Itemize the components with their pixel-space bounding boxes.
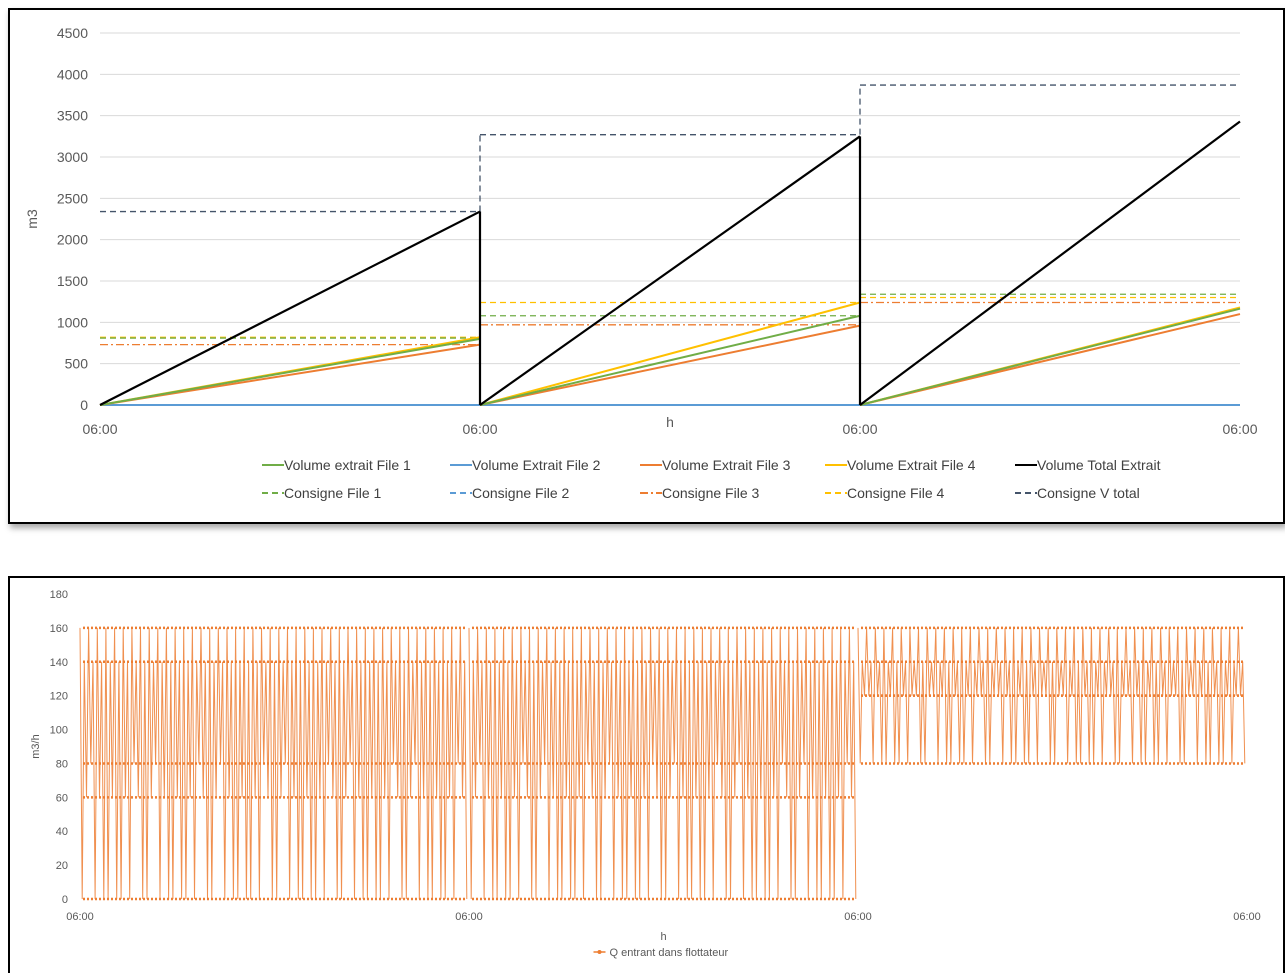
y-axis-label: m3: [24, 209, 40, 229]
y-tick-label: 2000: [57, 232, 88, 248]
x-tick-label: 06:00: [1222, 421, 1257, 437]
chart-volume-frame: 0 500 1000 1500 2000 2500 3000 3500 4000 4500 06:0…: [8, 8, 1285, 524]
y-axis-label: m3/h: [30, 734, 42, 758]
flow-line: [468, 627, 857, 900]
y-tick-label: 60: [56, 792, 68, 804]
legend-entry: Volume Extrait File 4: [847, 457, 976, 473]
series-line: [479, 314, 861, 406]
y-tick-label: 3000: [57, 149, 88, 165]
legend-entry: Consigne File 3: [662, 485, 759, 501]
chart-volume: 0 500 1000 1500 2000 2500 3000 3500 4000 4500 06:0…: [24, 25, 1258, 501]
y-tick-label: 2500: [57, 190, 88, 206]
chart-flow: 0 20 40 60 80 100 120 140 160 180 06:00 06:00 06:00 0…: [30, 589, 1261, 959]
series-line: [859, 120, 1241, 406]
y-tick-label: 3500: [57, 108, 88, 124]
x-tick-label: 06:00: [66, 911, 94, 923]
y-tick-label: 500: [65, 356, 89, 372]
y-tick-label: 4000: [57, 66, 88, 82]
y-tick-label: 0: [62, 894, 68, 906]
series-line: [479, 135, 861, 406]
y-tick-label: 80: [56, 758, 68, 770]
x-tick-label: 06:00: [455, 911, 483, 923]
y-tick-label: 140: [50, 657, 68, 669]
series-line: [859, 307, 1241, 406]
x-tick-label: 06:00: [82, 421, 117, 437]
series-line: [99, 337, 481, 406]
legend-entry: Consigne File 2: [472, 485, 569, 501]
x-tick-label: 06:00: [844, 911, 872, 923]
flow-line: [79, 627, 468, 900]
series-line: [479, 301, 861, 406]
series-line: [479, 324, 861, 406]
legend-entry: Consigne File 1: [284, 485, 381, 501]
chart-flow-frame: 0 20 40 60 80 100 120 140 160 180 06:00 06:00 06:00 0…: [8, 576, 1285, 973]
y-tick-label: 100: [50, 725, 68, 737]
y-tick-label: 180: [50, 589, 68, 601]
y-tick-label: 1500: [57, 273, 88, 289]
x-tick-label: 06:00: [842, 421, 877, 437]
series-line: [99, 210, 481, 406]
legend-entry: Volume Total Extrait: [1037, 457, 1161, 473]
x-axis-label: h: [666, 414, 674, 430]
legend-entry: Consigne V total: [1037, 485, 1140, 501]
legend-entry: Volume Extrait File 3: [662, 457, 791, 473]
x-axis-label: h: [660, 931, 666, 943]
flow-trace-group: [79, 627, 1246, 900]
legend-entry: Volume Extrait File 2: [472, 457, 601, 473]
y-tick-label: 20: [56, 860, 68, 872]
y-tick-label: 4500: [57, 25, 88, 41]
flow-line: [857, 627, 1246, 764]
legend-marker: [597, 950, 602, 954]
y-tick-label: 40: [56, 826, 68, 838]
legend-entry: Q entrant dans flottateur: [610, 947, 729, 959]
legend-entry: Consigne File 4: [847, 485, 944, 501]
legend-entry: Volume extrait File 1: [284, 457, 411, 473]
y-tick-label: 1000: [57, 314, 88, 330]
y-tick-label: 120: [50, 691, 68, 703]
y-tick-label: 160: [50, 623, 68, 635]
x-tick-label: 06:00: [1233, 911, 1261, 923]
y-tick-label: 0: [80, 397, 88, 413]
x-tick-label: 06:00: [462, 421, 497, 437]
